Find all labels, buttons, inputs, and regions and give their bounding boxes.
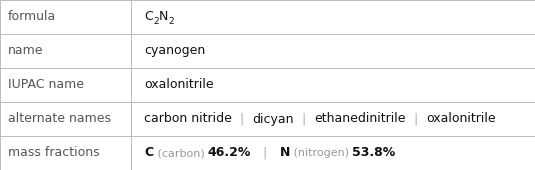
Text: ethanedinitrile: ethanedinitrile (315, 113, 406, 125)
Text: 46.2%: 46.2% (208, 147, 251, 159)
Text: |: | (251, 147, 279, 159)
Text: |: | (406, 113, 426, 125)
Text: mass fractions: mass fractions (8, 147, 100, 159)
Text: N: N (279, 147, 290, 159)
Text: formula: formula (8, 11, 56, 23)
Text: (carbon): (carbon) (154, 148, 208, 158)
Text: (nitrogen): (nitrogen) (290, 148, 353, 158)
Text: dicyan: dicyan (253, 113, 294, 125)
Text: IUPAC name: IUPAC name (8, 79, 84, 91)
Text: alternate names: alternate names (8, 113, 111, 125)
Text: oxalonitrile: oxalonitrile (144, 79, 214, 91)
Text: 2: 2 (153, 17, 159, 26)
Text: 53.8%: 53.8% (353, 147, 396, 159)
Text: C: C (144, 147, 154, 159)
Text: cyanogen: cyanogen (144, 45, 205, 57)
Text: |: | (232, 113, 253, 125)
Text: 2: 2 (168, 17, 174, 26)
Text: N: N (159, 11, 168, 23)
Text: carbon nitride: carbon nitride (144, 113, 232, 125)
Text: name: name (8, 45, 43, 57)
Text: |: | (294, 113, 315, 125)
Text: oxalonitrile: oxalonitrile (426, 113, 496, 125)
Text: C: C (144, 11, 153, 23)
